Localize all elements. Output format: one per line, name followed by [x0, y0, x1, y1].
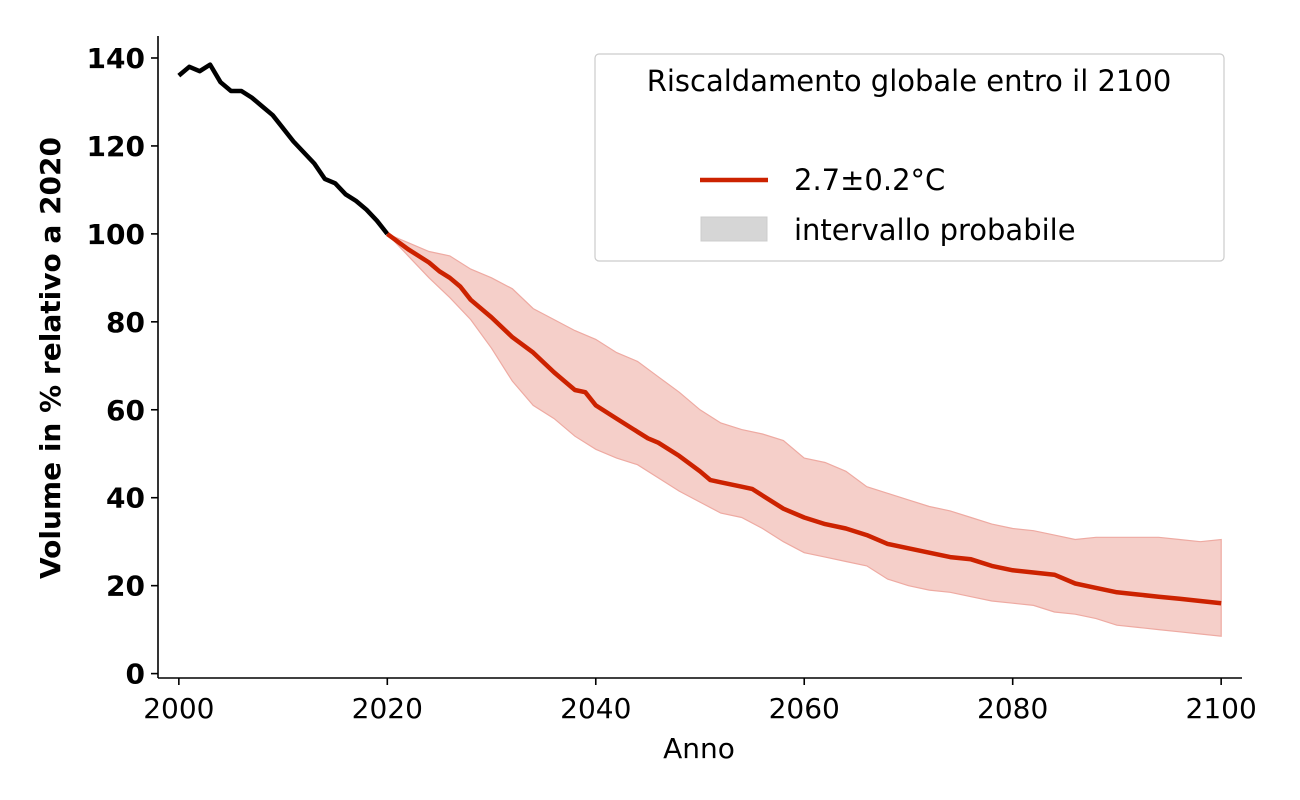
axes [157, 36, 1242, 679]
x-tick-label: 2060 [769, 692, 840, 725]
historical-line [177, 62, 390, 236]
legend-patch-swatch [700, 216, 768, 242]
y-tick-label: 40 [106, 482, 145, 515]
x-tick-label: 2040 [560, 692, 631, 725]
y-tick-label: 140 [87, 42, 145, 75]
x-tick-label: 2020 [352, 692, 423, 725]
likely-range-area [386, 233, 1222, 637]
projection-line [385, 232, 1222, 606]
legend: Riscaldamento globale entro il 2100 2.7±… [594, 53, 1225, 262]
x-tick-label: 2000 [143, 692, 214, 725]
series-lines [177, 62, 1222, 606]
x-axis-label: Anno [663, 732, 735, 765]
legend-title: Riscaldamento globale entro il 2100 [647, 64, 1172, 98]
x-tick-label: 2100 [1186, 692, 1257, 725]
legend-box [594, 53, 1225, 262]
legend-entry-likely-range: intervallo probabile [794, 213, 1076, 247]
y-tick-label: 80 [106, 306, 145, 339]
y-tick-label: 0 [126, 658, 145, 691]
y-tick-label: 20 [106, 570, 145, 603]
x-tick-label: 2080 [977, 692, 1048, 725]
y-axis-label: Volume in % relativo a 2020 [34, 137, 67, 579]
legend-entry-projection: 2.7±0.2°C [794, 163, 945, 197]
y-tick-label: 120 [87, 130, 145, 163]
y-tick-label: 60 [106, 394, 145, 427]
likely-range-band [386, 233, 1222, 637]
y-tick-label: 100 [87, 218, 145, 251]
